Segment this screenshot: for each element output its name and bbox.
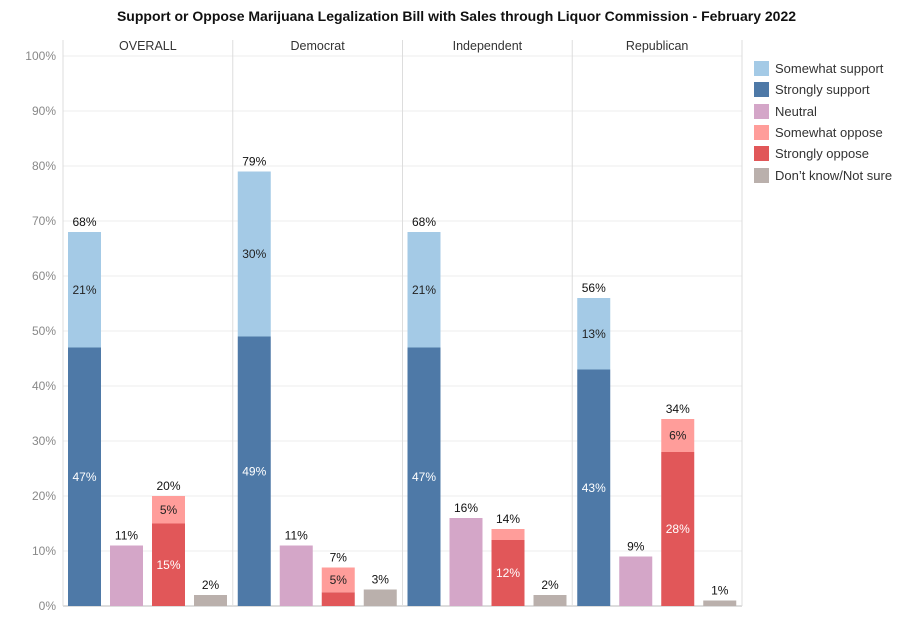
bar-segment-somewhat-oppose bbox=[152, 496, 185, 524]
bar-total-label: 2% bbox=[202, 578, 220, 592]
bar-total-label: 2% bbox=[541, 578, 559, 592]
bar-segment-dont-know bbox=[533, 595, 567, 606]
y-tick-label: 40% bbox=[32, 379, 56, 393]
bar-segment-somewhat-support bbox=[407, 232, 441, 348]
bar-segment-strongly-support bbox=[577, 369, 611, 606]
legend-label: Don’t know/Not sure bbox=[775, 167, 893, 183]
y-tick-label: 0% bbox=[39, 599, 57, 613]
bar-segment-neutral bbox=[619, 556, 653, 606]
bar-segment-somewhat-oppose bbox=[661, 419, 695, 452]
legend-label: Somewhat support bbox=[775, 61, 884, 77]
legend-swatch bbox=[754, 146, 769, 162]
legend-label: Strongly oppose bbox=[775, 146, 869, 162]
y-tick-label: 80% bbox=[32, 159, 56, 173]
legend-swatch bbox=[754, 125, 769, 141]
bar-total-label: 11% bbox=[285, 529, 308, 543]
legend-swatch bbox=[754, 82, 769, 98]
bar-segment-strongly-support bbox=[237, 336, 271, 606]
y-tick-label: 10% bbox=[32, 544, 56, 558]
segment-label: 5% bbox=[330, 573, 348, 587]
legend-item-somewhat-oppose: Somewhat oppose bbox=[754, 122, 892, 143]
y-tick-label: 20% bbox=[32, 489, 56, 503]
bar-segment-strongly-oppose bbox=[491, 540, 525, 606]
panel-header: Democrat bbox=[291, 39, 346, 53]
segment-label: 5% bbox=[160, 503, 178, 517]
segment-label: 47% bbox=[72, 470, 96, 484]
segment-label: 30% bbox=[242, 247, 266, 261]
bar-total-label: 68% bbox=[412, 215, 436, 229]
legend-swatch bbox=[754, 103, 769, 119]
bar-segment-strongly-support bbox=[68, 347, 101, 606]
bar-total-label: 7% bbox=[330, 551, 348, 565]
legend-label: Somewhat oppose bbox=[775, 125, 883, 141]
panel-header: Republican bbox=[626, 39, 689, 53]
bar-total-label: 1% bbox=[711, 584, 729, 598]
legend-item-dont-know: Don’t know/Not sure bbox=[754, 164, 892, 185]
segment-label: 28% bbox=[666, 522, 690, 536]
y-tick-label: 70% bbox=[32, 214, 56, 228]
bar-total-label: 56% bbox=[582, 281, 606, 295]
bar-total-label: 9% bbox=[627, 540, 645, 554]
segment-label: 47% bbox=[412, 470, 436, 484]
bar-segment-dont-know bbox=[194, 595, 227, 606]
chart-legend: Somewhat support Strongly support Neutral S… bbox=[754, 58, 892, 186]
bar-total-label: 68% bbox=[72, 215, 96, 229]
segment-label: 21% bbox=[72, 283, 96, 297]
segment-label: 21% bbox=[412, 283, 436, 297]
legend-swatch bbox=[754, 61, 769, 77]
bar-segment-strongly-oppose bbox=[152, 523, 185, 606]
legend-label: Neutral bbox=[775, 103, 817, 119]
bar-segment-strongly-oppose bbox=[661, 452, 695, 606]
bar-segment-somewhat-support bbox=[237, 171, 271, 337]
bar-segment-dont-know bbox=[703, 600, 737, 606]
bar-segment-somewhat-support bbox=[68, 232, 101, 348]
legend-item-neutral: Neutral bbox=[754, 101, 892, 122]
segment-label: 49% bbox=[242, 464, 266, 478]
bar-segment-somewhat-oppose bbox=[491, 529, 525, 540]
segment-label: 6% bbox=[669, 429, 687, 443]
legend-label: Strongly support bbox=[775, 82, 870, 98]
chart-title: Support or Oppose Marijuana Legalization… bbox=[116, 8, 797, 24]
segment-label: 13% bbox=[582, 327, 606, 341]
panel-header: Independent bbox=[453, 39, 523, 53]
bar-segment-neutral bbox=[110, 545, 143, 606]
bar-segment-neutral bbox=[449, 518, 483, 606]
bar-segment-strongly-oppose bbox=[321, 592, 355, 606]
bar-segment-dont-know bbox=[363, 589, 397, 606]
bar-total-label: 79% bbox=[242, 155, 266, 169]
bar-total-label: 16% bbox=[454, 501, 478, 515]
bar-segment-somewhat-oppose bbox=[321, 567, 355, 593]
bar-segment-neutral bbox=[279, 545, 313, 606]
bar-segment-strongly-support bbox=[407, 347, 441, 606]
segment-label: 43% bbox=[582, 481, 606, 495]
bar-total-label: 34% bbox=[666, 402, 690, 416]
y-tick-label: 30% bbox=[32, 434, 56, 448]
y-tick-label: 60% bbox=[32, 269, 56, 283]
legend-swatch bbox=[754, 167, 769, 183]
legend-item-somewhat-support: Somewhat support bbox=[754, 58, 892, 79]
bar-total-label: 20% bbox=[156, 479, 180, 493]
legend-item-strongly-oppose: Strongly oppose bbox=[754, 143, 892, 164]
panel-header: OVERALL bbox=[119, 39, 177, 53]
segment-label: 12% bbox=[496, 566, 520, 580]
y-tick-label: 50% bbox=[32, 324, 56, 338]
bar-total-label: 14% bbox=[496, 512, 520, 526]
bar-segment-somewhat-support bbox=[577, 298, 611, 370]
legend-item-strongly-support: Strongly support bbox=[754, 79, 892, 100]
y-tick-label: 90% bbox=[32, 104, 56, 118]
bar-total-label: 3% bbox=[372, 573, 390, 587]
y-tick-label: 100% bbox=[25, 49, 56, 63]
bar-total-label: 11% bbox=[115, 529, 138, 543]
segment-label: 15% bbox=[156, 558, 180, 572]
